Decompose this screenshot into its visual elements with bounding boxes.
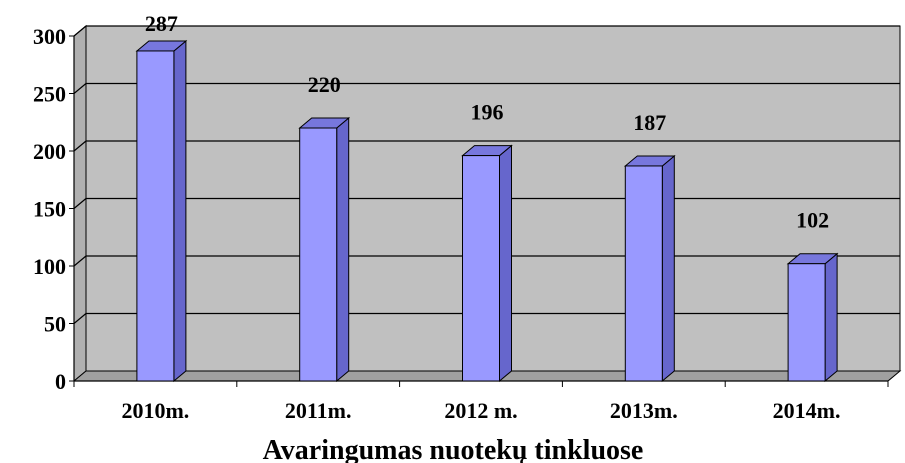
bar-side <box>173 39 187 383</box>
gridline-diag <box>73 83 87 94</box>
bar-side <box>499 144 512 383</box>
bar <box>461 144 513 383</box>
bar <box>623 154 676 383</box>
x-category-label: 2014m. <box>773 398 841 423</box>
bar-front <box>787 263 826 382</box>
y-tick-label: 200 <box>33 139 66 164</box>
gridline-diag <box>73 25 87 37</box>
bar-side <box>336 116 350 383</box>
gridline-diag <box>73 255 87 267</box>
x-category-label: 2012 m. <box>444 398 517 423</box>
data-label: 187 <box>633 110 666 135</box>
bar-front <box>624 165 663 382</box>
data-label: 102 <box>796 208 829 233</box>
bar-side <box>661 154 675 383</box>
bar-front <box>136 50 175 382</box>
gridline-diag <box>73 313 87 324</box>
bar-front <box>462 155 500 382</box>
data-label: 287 <box>145 11 178 36</box>
bar <box>298 116 351 383</box>
gridline-diag <box>73 198 87 209</box>
bar <box>786 252 839 383</box>
y-tick-label: 100 <box>33 254 66 279</box>
data-label: 220 <box>308 72 341 97</box>
y-tick-label: 50 <box>44 312 66 337</box>
x-category-label: 2010m. <box>121 398 189 423</box>
x-category-label: 2013m. <box>610 398 678 423</box>
bar-side <box>824 252 838 383</box>
x-axis-title: Avaringumas nuotekų tinkluose <box>263 435 644 463</box>
y-tick-label: 300 <box>33 24 66 49</box>
y-tick-label: 0 <box>55 369 66 394</box>
bar-front <box>299 127 338 382</box>
x-category-label: 2011m. <box>285 398 352 423</box>
data-label: 196 <box>471 100 504 125</box>
y-tick-label: 250 <box>33 82 66 107</box>
y-tick-label: 150 <box>33 197 66 222</box>
gridline-diag <box>73 140 87 152</box>
bar <box>135 39 188 383</box>
